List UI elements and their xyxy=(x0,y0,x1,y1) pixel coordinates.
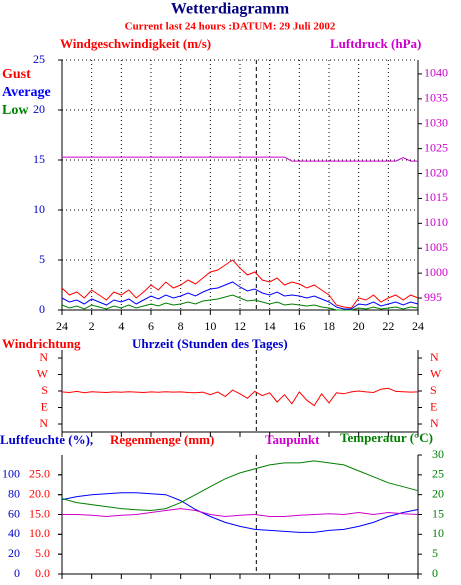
y-axis-label: Luftfeuchte (%), xyxy=(0,432,93,447)
y-tick-label: E xyxy=(41,399,48,413)
y-axis-label: Windgeschwindigkeit (m/s) xyxy=(60,36,211,51)
y-tick-label: W xyxy=(37,366,49,380)
y-tick-label: N xyxy=(430,416,439,430)
y-tick-label: 40 xyxy=(8,526,20,540)
y-tick-label: N xyxy=(39,416,48,430)
x-tick-label: 18 xyxy=(323,319,335,333)
x-tick-label: 2 xyxy=(89,319,95,333)
x-tick-label: 4 xyxy=(118,319,124,333)
y-tick-label: E xyxy=(430,399,437,413)
y-tick-label: N xyxy=(430,350,439,364)
x-tick-label: 10 xyxy=(204,319,216,333)
legend-label: Taupunkt xyxy=(265,432,320,447)
y-tick-label: 0 xyxy=(14,566,20,580)
series-line xyxy=(61,492,419,533)
y2-tick-label: 1025 xyxy=(424,140,448,154)
legend-label: Gust xyxy=(2,67,31,82)
rain-tick-label: 5.0 xyxy=(35,546,50,560)
rain-tick-label: 20.0 xyxy=(29,486,50,500)
y2-tick-label: 1015 xyxy=(424,190,448,204)
x-tick-label: 12 xyxy=(234,319,246,333)
x-tick-label: 6 xyxy=(148,319,154,333)
y2-axis-label: Luftdruck (hPa) xyxy=(330,36,421,51)
y2-tick-label: 1030 xyxy=(424,115,448,129)
y-tick-label: 10 xyxy=(33,202,45,216)
y2-tick-label: 25 xyxy=(432,467,444,481)
y-tick-label: 20 xyxy=(8,546,20,560)
y2-tick-label: 5 xyxy=(432,546,438,560)
x-tick-label: 16 xyxy=(293,319,305,333)
y2-tick-label: 1005 xyxy=(424,240,448,254)
legend-label: Low xyxy=(2,103,29,118)
y2-tick-label: 1000 xyxy=(424,265,448,279)
y2-tick-label: 20 xyxy=(432,486,444,500)
y-tick-label: S xyxy=(41,383,48,397)
y2-tick-label: 1040 xyxy=(424,66,448,80)
y2-tick-label: 30 xyxy=(432,447,444,461)
legend-label: Temperatur (°C) xyxy=(340,430,433,445)
y2-tick-label: 1010 xyxy=(424,215,448,229)
series-line xyxy=(61,259,419,309)
y2-tick-label: 995 xyxy=(424,290,442,304)
x-tick-label: 8 xyxy=(178,319,184,333)
y2-tick-label: 1035 xyxy=(424,91,448,105)
series-line xyxy=(62,508,419,518)
y-tick-label: 5 xyxy=(39,252,45,266)
chart-subtitle: Current last 24 hours :DATUM: 29 Juli 20… xyxy=(125,21,336,33)
y2-tick-label: 10 xyxy=(432,526,444,540)
x-axis-label: Uhrzeit (Stunden des Tages) xyxy=(132,336,288,351)
y-tick-label: N xyxy=(39,350,48,364)
rain-tick-label: 25.0 xyxy=(29,467,50,481)
rain-tick-label: 0.0 xyxy=(35,566,50,580)
y2-tick-label: 15 xyxy=(432,506,444,520)
y-tick-label: 80 xyxy=(8,486,20,500)
series-line xyxy=(61,281,419,310)
y-tick-label: 100 xyxy=(2,467,20,481)
rain-tick-label: 15.0 xyxy=(29,506,50,520)
series-line xyxy=(62,156,418,162)
y-axis-label: Windrichtung xyxy=(2,336,81,351)
y2-tick-label: 0 xyxy=(432,566,438,580)
x-tick-label: 20 xyxy=(353,319,365,333)
series-line xyxy=(61,460,419,512)
series-line xyxy=(61,294,419,311)
x-tick-label: 14 xyxy=(264,319,276,333)
x-tick-label: 24 xyxy=(56,319,68,333)
legend-label: Average xyxy=(2,85,51,100)
rain-axis-label: Regenmenge (mm) xyxy=(110,432,214,447)
chart-title: Wetterdiagramm xyxy=(171,1,290,18)
y-tick-label: 60 xyxy=(8,506,20,520)
y-tick-label: 20 xyxy=(33,102,45,116)
y-tick-label: S xyxy=(430,383,437,397)
y-tick-label: 0 xyxy=(39,302,45,316)
y-tick-label: 25 xyxy=(33,52,45,66)
y2-tick-label: 1020 xyxy=(424,165,448,179)
rain-tick-label: 10.0 xyxy=(29,526,50,540)
y-tick-label: 15 xyxy=(33,152,45,166)
x-tick-label: 24 xyxy=(412,319,424,333)
y-tick-label: W xyxy=(430,366,442,380)
series-line xyxy=(61,387,419,407)
x-tick-label: 22 xyxy=(382,319,394,333)
